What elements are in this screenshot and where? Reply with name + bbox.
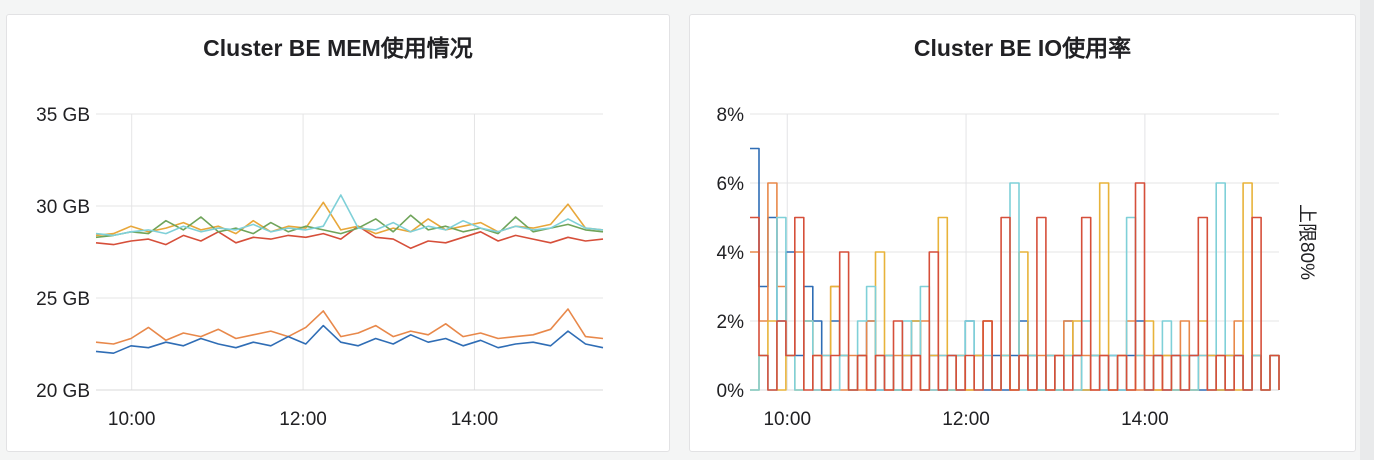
series-line-1[interactable] bbox=[750, 182, 1280, 391]
x-tick-label: 10:00 bbox=[108, 409, 156, 430]
right-edge-strip bbox=[1360, 0, 1374, 460]
x-tick-label: 14:00 bbox=[1121, 409, 1169, 430]
x-tick-label: 12:00 bbox=[279, 409, 327, 430]
x-tick-label: 14:00 bbox=[451, 409, 499, 430]
series-line-3[interactable] bbox=[95, 194, 604, 237]
series-line-4[interactable] bbox=[95, 308, 604, 345]
y-tick-label: 20 GB bbox=[36, 381, 90, 402]
y-tick-label: 6% bbox=[717, 174, 745, 195]
y-tick-label: 8% bbox=[717, 105, 745, 126]
y-tick-label: 35 GB bbox=[36, 105, 90, 126]
series-line-4[interactable] bbox=[750, 182, 1280, 391]
x-tick-label: 12:00 bbox=[942, 409, 990, 430]
series-line-3[interactable] bbox=[750, 182, 1280, 391]
y-tick-label: 4% bbox=[717, 243, 745, 264]
series-line-2[interactable] bbox=[95, 214, 604, 239]
io-chart[interactable]: 0% 2% 4% 6% 8% 10:00 12:00 14:00 上限80% bbox=[690, 15, 1356, 452]
series-line-0[interactable] bbox=[95, 225, 604, 250]
mem-panel-title: Cluster BE MEM使用情况 bbox=[203, 35, 473, 61]
y-tick-label: 0% bbox=[717, 381, 745, 402]
y-axis-label: 上限80% bbox=[1296, 204, 1318, 280]
mem-panel: Cluster BE MEM使用情况 20 GB 25 GB 30 GB 35 GB 1… bbox=[6, 14, 670, 452]
y-tick-label: 30 GB bbox=[36, 197, 90, 218]
series-line-0[interactable] bbox=[750, 147, 1279, 391]
io-panel-title: Cluster BE IO使用率 bbox=[913, 35, 1132, 61]
x-tick-label: 10:00 bbox=[763, 409, 811, 430]
mem-chart[interactable]: 20 GB 25 GB 30 GB 35 GB 10:00 12:00 14:00 bbox=[7, 15, 670, 452]
y-tick-label: 2% bbox=[717, 312, 745, 333]
io-panel: Cluster BE IO使用率 0% 2% 4% 6% 8% 10:00 12:00 14:… bbox=[689, 14, 1356, 452]
series-line-2[interactable] bbox=[750, 182, 1280, 391]
y-tick-label: 25 GB bbox=[36, 289, 90, 310]
series-line-5[interactable] bbox=[95, 324, 604, 354]
